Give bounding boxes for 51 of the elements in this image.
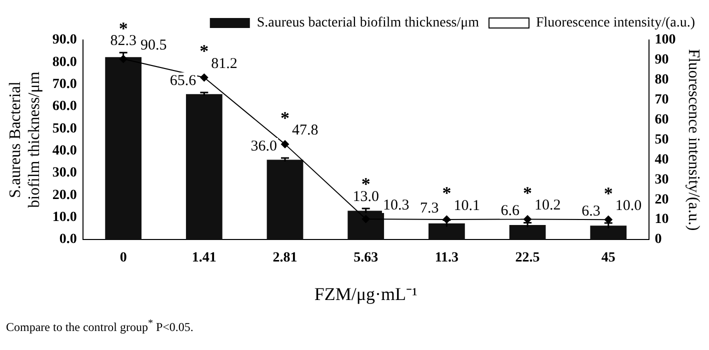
annotation: * xyxy=(200,41,209,62)
y-axis-title: S.aureus Bacterial biofilm thickness/μm xyxy=(6,71,44,208)
data-label: 10.1 xyxy=(454,198,480,214)
x-tick-label: 22.5 xyxy=(515,250,540,266)
x-tick-label: 11.3 xyxy=(434,250,459,266)
data-label: 6.3 xyxy=(582,203,600,220)
y-tick-label: 80.0 xyxy=(52,54,77,70)
y2-tick-label: 50 xyxy=(654,132,669,148)
data-label: 10.0 xyxy=(615,198,642,214)
y2-tick-label: 100 xyxy=(654,32,676,48)
legend-label: S.aureus bacterial biofilm thickness/μm xyxy=(256,16,480,31)
data-label: 7.3 xyxy=(420,200,439,217)
x-tick-label: 2.81 xyxy=(272,250,298,266)
data-label: 81.2 xyxy=(211,56,238,72)
annotation: * xyxy=(604,183,613,204)
y2-axis-title: Fluorescence intensity/(a.u.) xyxy=(685,48,702,231)
y-tick-label: 50.0 xyxy=(52,121,77,136)
data-label: 36.0 xyxy=(250,138,278,154)
y-tick-label: 40.0 xyxy=(52,144,77,158)
data-label: 10.2 xyxy=(534,198,561,214)
y2-tick-label: 30 xyxy=(654,172,669,188)
data-label: 65.6 xyxy=(170,73,197,89)
y2-tick-label: 90 xyxy=(654,52,669,68)
x-tick-label: 5.63 xyxy=(354,250,378,266)
y-tick-label: 0.0 xyxy=(59,232,77,248)
x-tick-label: 45 xyxy=(601,250,616,266)
y-tick-label: 30.0 xyxy=(52,166,77,181)
y-tick-label: 60.0 xyxy=(52,99,77,114)
data-label: 10.3 xyxy=(382,197,410,214)
y-tick-label: 10.0 xyxy=(52,210,77,226)
y2-tick-label: 20 xyxy=(654,192,669,208)
y2-tick-label: 70 xyxy=(654,92,669,108)
x-axis-title: FZM/μg·mL⁻¹ xyxy=(314,284,418,304)
y-tick-label: 20.0 xyxy=(52,188,77,203)
y2-tick-label: 10 xyxy=(654,212,669,228)
data-label: 6.6 xyxy=(500,203,520,220)
y2-tick-label: 40 xyxy=(654,152,669,168)
text: Compare to the control group$^{*}$ P<0.05. xyxy=(6,318,194,335)
annotation: * xyxy=(523,182,532,203)
y2-tick-label: 60 xyxy=(654,112,669,128)
legend-label: Fluorescence intensity/(a.u.) xyxy=(536,16,696,31)
annotation: * xyxy=(442,183,452,204)
y2-tick-label: 0 xyxy=(654,232,662,248)
y-tick-label: 70.0 xyxy=(52,76,77,92)
y2-tick-label: 80 xyxy=(654,72,669,88)
y-tick-label: 90.0 xyxy=(52,32,77,48)
data-label: 47.8 xyxy=(292,122,318,139)
annotation: * xyxy=(280,108,290,128)
x-tick-label: 1.41 xyxy=(192,250,216,266)
data-label: 90.5 xyxy=(140,37,167,54)
x-tick-label: 0 xyxy=(120,250,127,266)
